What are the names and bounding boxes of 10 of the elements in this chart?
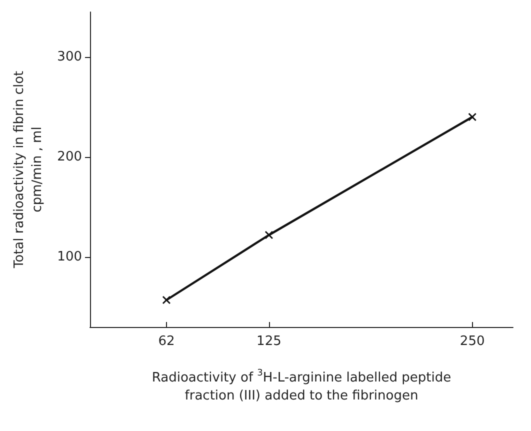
x-tick-label: 125 [256,334,282,349]
y-tick-label: 100 [57,250,82,264]
point [468,112,477,122]
point [264,230,274,240]
point [162,296,171,304]
y-axis-title: Total radioactivity in fibrin clot cpm/min , ml [12,70,45,270]
y-tick-label: 300 [57,50,82,64]
y-tick-label: 200 [57,150,82,164]
x-tick-label: 250 [460,334,485,349]
x-tick-label: 62 [158,334,175,349]
